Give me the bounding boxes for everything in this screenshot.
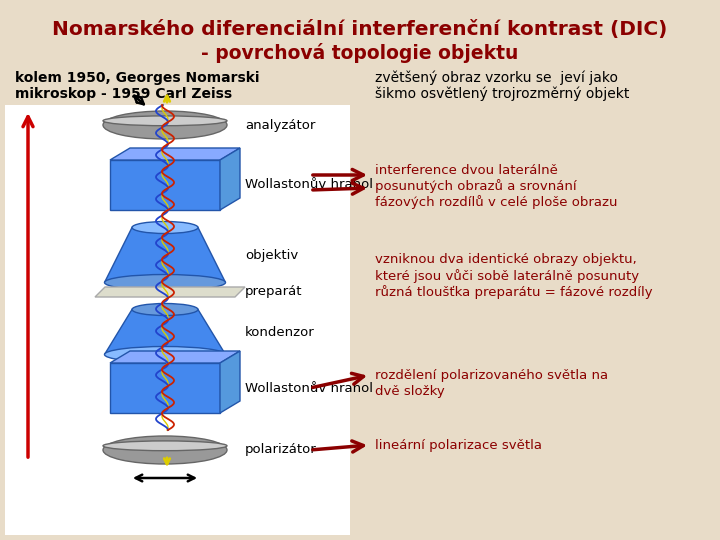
Text: Wollastonův hranol: Wollastonův hranol [245,381,373,395]
Ellipse shape [132,303,198,315]
Text: Wollastonův hranol: Wollastonův hranol [245,179,373,192]
Text: objektiv: objektiv [245,248,298,261]
Ellipse shape [104,347,225,362]
Ellipse shape [103,116,227,126]
Text: Nomarského diferenciální interferenční kontrast (DIC): Nomarského diferenciální interferenční k… [53,21,667,39]
Polygon shape [110,148,240,160]
Ellipse shape [103,111,227,139]
Text: vzniknou dva identické obrazy objektu,: vzniknou dva identické obrazy objektu, [375,253,636,267]
Text: polarizátor: polarizátor [245,443,317,456]
Text: různá tloušťka preparátu = fázové rozdíly: různá tloušťka preparátu = fázové rozdíl… [375,285,652,299]
Text: interference dvou laterálně: interference dvou laterálně [375,164,558,177]
Text: fázových rozdílů v celé ploše obrazu: fázových rozdílů v celé ploše obrazu [375,195,618,209]
Text: zvětšený obraz vzorku se  jeví jako: zvětšený obraz vzorku se jeví jako [375,71,618,85]
Polygon shape [110,351,240,363]
Text: analyzátor: analyzátor [245,118,315,132]
Text: mikroskop - 1959 Carl Zeiss: mikroskop - 1959 Carl Zeiss [15,87,232,101]
Text: lineární polarizace světla: lineární polarizace světla [375,438,542,451]
Ellipse shape [103,441,227,451]
Text: šikmo osvětlený trojrozměrný objekt: šikmo osvětlený trojrozměrný objekt [375,87,629,102]
FancyBboxPatch shape [5,105,350,535]
Polygon shape [110,363,220,413]
Ellipse shape [104,274,225,291]
Text: které jsou vůči sobě laterálně posunuty: které jsou vůči sobě laterálně posunuty [375,269,639,283]
Ellipse shape [132,221,198,233]
Text: dvě složky: dvě složky [375,384,445,397]
Text: preparát: preparát [245,286,302,299]
Text: kolem 1950, Georges Nomarski: kolem 1950, Georges Nomarski [15,71,259,85]
Polygon shape [220,148,240,210]
Text: rozdělení polarizovaného světla na: rozdělení polarizovaného světla na [375,368,608,381]
Polygon shape [104,227,225,282]
Text: kondenzor: kondenzor [245,326,315,339]
Ellipse shape [103,436,227,464]
Polygon shape [95,287,245,297]
Text: posunutých obrazů a srovnání: posunutých obrazů a srovnání [375,179,577,193]
Polygon shape [220,351,240,413]
Polygon shape [104,309,225,354]
Text: - povrchová topologie objektu: - povrchová topologie objektu [202,43,518,63]
Polygon shape [110,160,220,210]
